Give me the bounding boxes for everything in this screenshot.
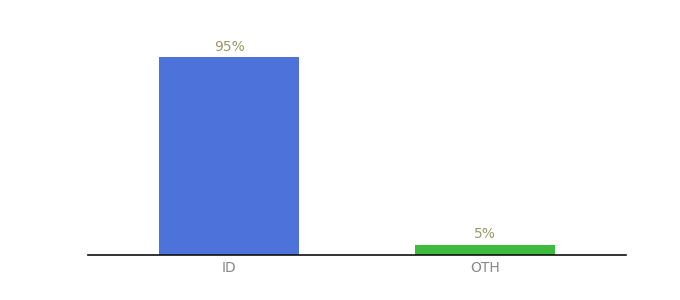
Text: 95%: 95% [214,40,245,54]
Text: 5%: 5% [474,227,496,242]
Bar [415,244,556,255]
Bar [158,57,299,255]
